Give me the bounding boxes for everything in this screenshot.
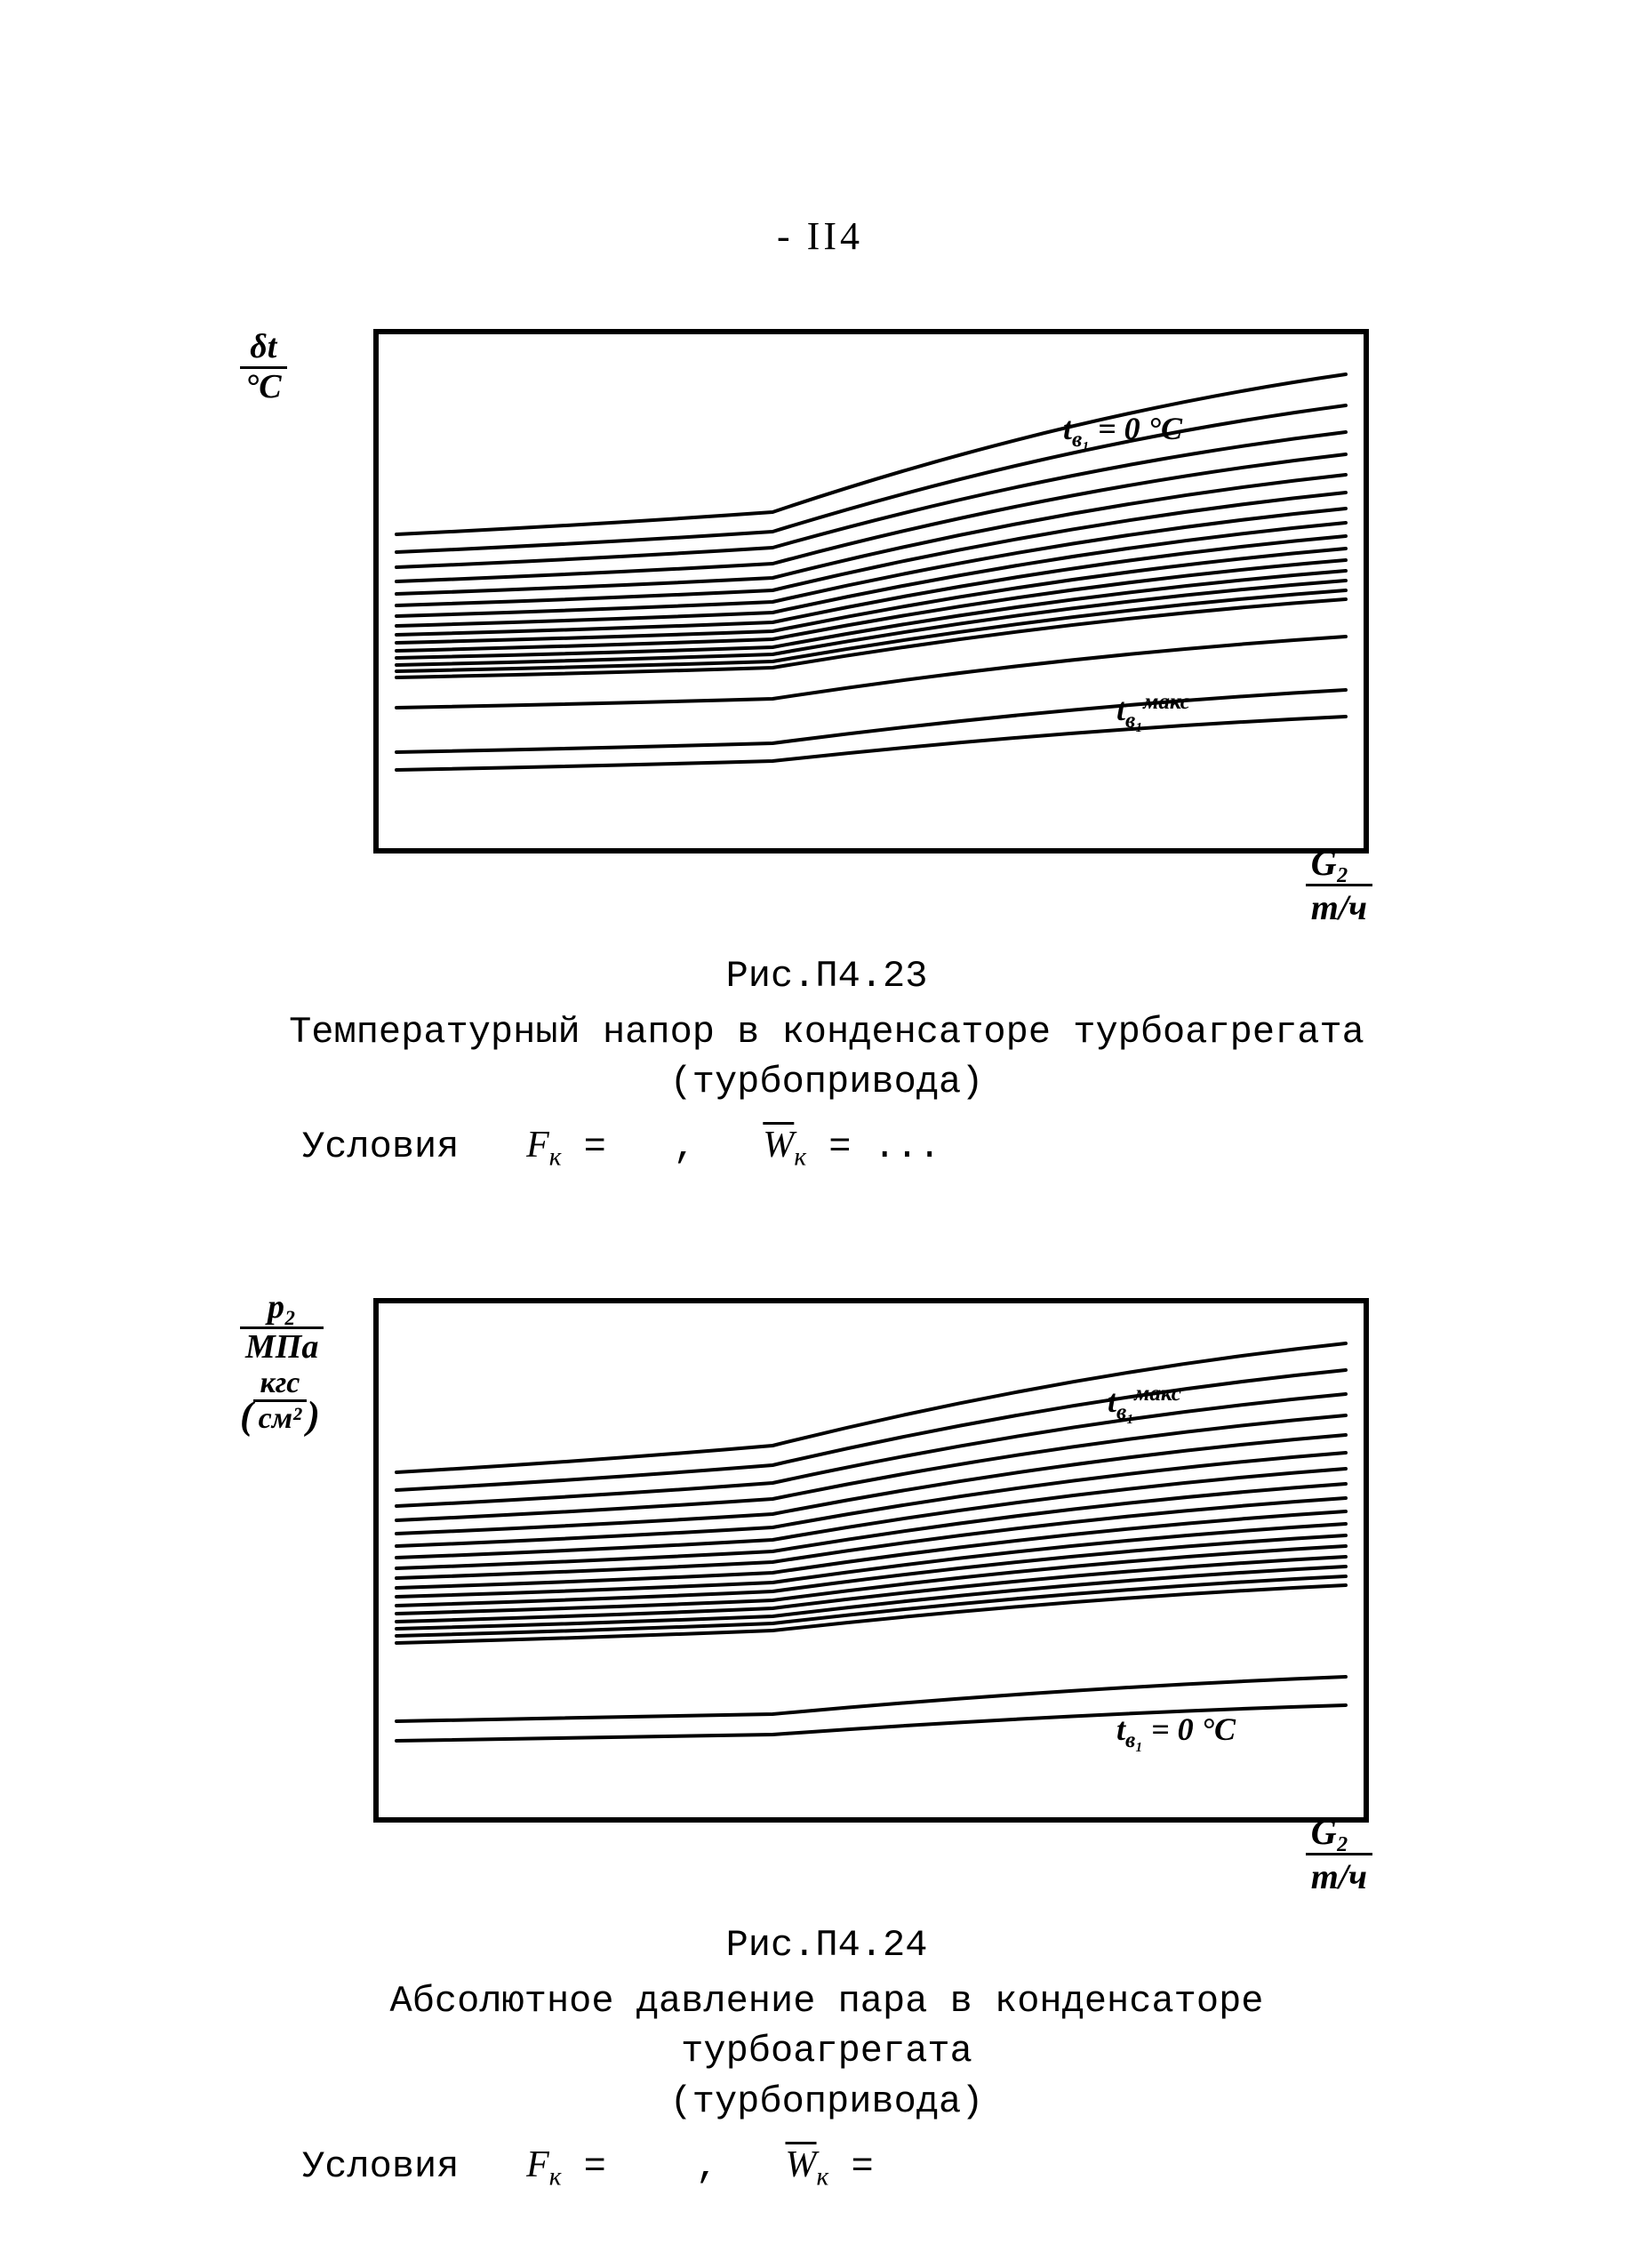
fig1-caption: Рис.П4.23 Температурный напор в конденса… — [267, 951, 1387, 1175]
fig2-conditions: Условия Fк = , Wк = — [267, 2140, 1387, 2195]
fig2-yaxis-label: p₂ МПа ( кгс см² ) — [240, 1289, 364, 1437]
fig1-top-curve-label: tв₁ = 0 °C — [1063, 410, 1182, 453]
fig1-yaxis-label: δt °C — [240, 329, 364, 406]
fig2-top-curve-label: tв₁макс — [1108, 1382, 1181, 1425]
fig2-ylabel-den: МПа — [245, 1328, 318, 1366]
fig1-ylabel-den: °C — [245, 368, 282, 405]
fig1-xlabel-den: т/ч — [1311, 887, 1367, 927]
fig2-conditions-prefix: Условия — [302, 2145, 459, 2188]
figure-2: p₂ МПа ( кгс см² ) tв₁макс tв₁ = 0 °C G₂… — [240, 1298, 1404, 2195]
fig2-chart: tв₁макс tв₁ = 0 °C G₂ т/ч — [373, 1298, 1369, 1823]
fig1-caption-title: Температурный напор в конденсаторе турбо… — [267, 1007, 1387, 1058]
fig2-caption: Рис.П4.24 Абсолютное давление пара в кон… — [267, 1920, 1387, 2195]
fig2-xlabel-num: G₂ — [1311, 1812, 1349, 1852]
fig1-caption-number: Рис.П4.23 — [267, 951, 1387, 1002]
fig1-conditions-prefix: Условия — [302, 1126, 459, 1168]
fig1-chart-svg — [379, 334, 1364, 848]
fig1-xlabel-num: G₂ — [1311, 843, 1349, 883]
fig2-ylabel-paren-num: кгс — [260, 1366, 300, 1399]
fig1-conditions: Условия Fк = , Wк = ... — [267, 1120, 1387, 1175]
fig1-chart: tв₁ = 0 °C tв₁макс G₂ т/ч — [373, 329, 1369, 854]
fig2-xlabel-den: т/ч — [1311, 1856, 1367, 1896]
fig2-xaxis-label: G₂ т/ч — [1306, 1811, 1372, 1897]
fig1-bottom-curve-label: tв₁макс — [1116, 690, 1190, 733]
fig1-xaxis-label: G₂ т/ч — [1306, 842, 1372, 928]
fig2-bottom-curve-label: tв₁ = 0 °C — [1116, 1711, 1236, 1753]
page-number: - II4 — [0, 213, 1640, 259]
fig2-caption-sub: (турбопривода) — [267, 2077, 1387, 2128]
fig2-ylabel-paren-den: см² — [259, 1402, 302, 1435]
page: - II4 δt °C tв₁ = 0 °C tв₁макс G₂ т/ч — [0, 0, 1640, 2268]
figure-1: δt °C tв₁ = 0 °C tв₁макс G₂ т/ч Рис.П4.2… — [240, 329, 1404, 1175]
fig2-caption-title: Абсолютное давление пара в конденсаторе … — [267, 1976, 1387, 2077]
fig1-caption-sub: (турбопривода) — [267, 1057, 1387, 1108]
fig2-caption-number: Рис.П4.24 — [267, 1920, 1387, 1971]
fig2-ylabel-num: p₂ — [268, 1288, 296, 1326]
fig1-ylabel-num: δt — [250, 328, 276, 365]
